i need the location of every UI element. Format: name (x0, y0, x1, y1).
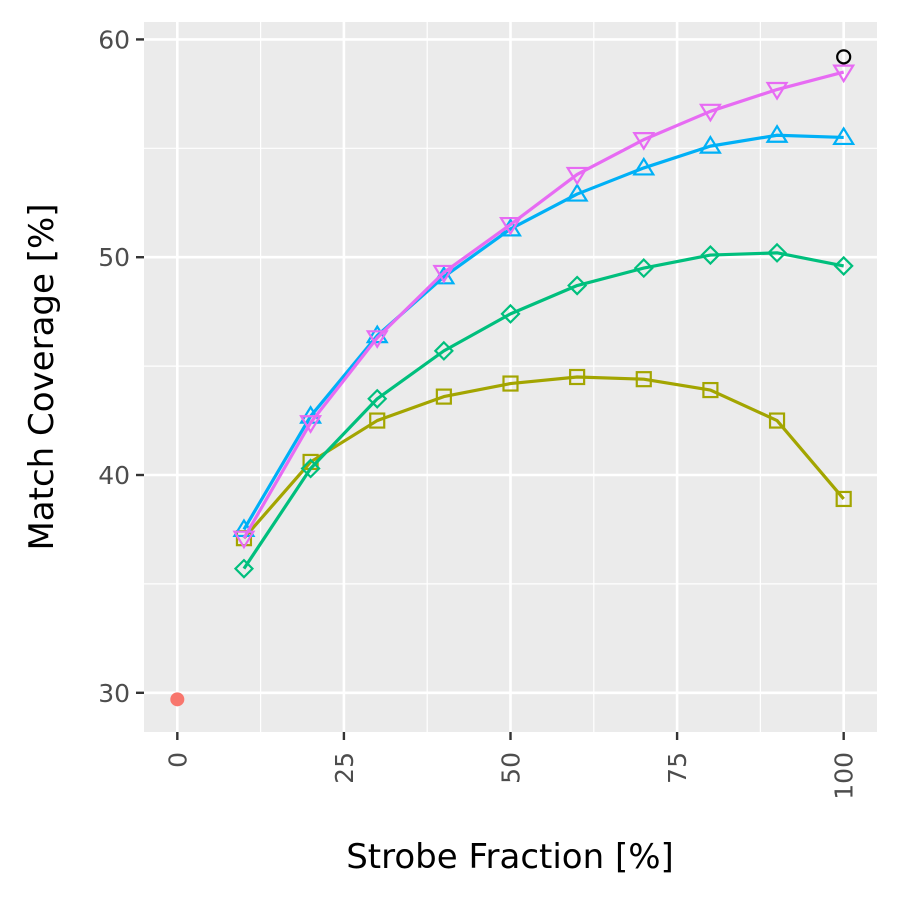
data-point-triangle-up (765, 124, 789, 143)
data-point-square (569, 368, 586, 386)
x-tick-label: 100 (830, 752, 859, 800)
series-line (242, 375, 845, 540)
data-point-square (635, 371, 652, 388)
series-6 (836, 49, 852, 65)
data-point-triangle-down (299, 415, 323, 434)
series-line (242, 251, 844, 570)
data-point-diamond (766, 242, 788, 263)
x-tick-label: 75 (663, 752, 692, 784)
data-point-triangle-up (632, 156, 656, 176)
data-point-diamond (300, 458, 321, 479)
data-point-diamond (633, 258, 654, 279)
data-point-diamond (700, 244, 721, 266)
data-point-square (702, 381, 719, 399)
data-point-diamond (567, 275, 588, 296)
data-point-diamond (833, 255, 854, 276)
series-2 (233, 242, 854, 579)
data-point-triangle-down (365, 330, 389, 349)
data-point-circle (836, 49, 852, 65)
data-point-triangle-down (765, 81, 789, 101)
x-axis-title: Strobe Fraction [%] (346, 837, 674, 877)
y-axis-title: Match Coverage [%] (22, 203, 62, 550)
data-point-square (369, 412, 386, 429)
data-point-square (435, 388, 452, 405)
data-point-diamond (433, 340, 454, 361)
y-tick-label: 50 (98, 243, 130, 272)
x-tick-label: 25 (330, 752, 359, 784)
data-point-square (502, 375, 519, 392)
axes-layer: 0 25 50 75 100 30 40 50 60 (98, 25, 858, 799)
series-5 (170, 692, 185, 707)
x-tick-label: 50 (497, 752, 526, 784)
data-point-dot (170, 692, 185, 707)
x-tick-label: 0 (163, 752, 192, 768)
series-layer (170, 49, 856, 707)
data-point-triangle-up (832, 126, 856, 146)
y-tick-label: 60 (98, 25, 130, 54)
data-point-triangle-down (499, 216, 522, 236)
data-point-triangle-down (832, 64, 856, 84)
data-point-triangle-down (432, 264, 456, 284)
data-point-triangle-down (698, 103, 722, 123)
data-point-triangle-down (632, 132, 656, 151)
data-point-square (835, 490, 852, 508)
data-point-triangle-up (565, 182, 589, 202)
y-tick-label: 40 (98, 461, 130, 490)
data-point-triangle-down (565, 166, 589, 186)
data-point-triangle-up (698, 135, 722, 154)
series-line (242, 70, 845, 539)
data-point-diamond (367, 388, 388, 409)
y-tick-label: 30 (98, 679, 130, 708)
series-4 (232, 64, 856, 550)
data-point-triangle-down (232, 530, 256, 550)
series-line (242, 133, 844, 531)
data-point-diamond (500, 303, 521, 324)
data-point-diamond (233, 558, 255, 579)
data-point-square (768, 412, 786, 429)
